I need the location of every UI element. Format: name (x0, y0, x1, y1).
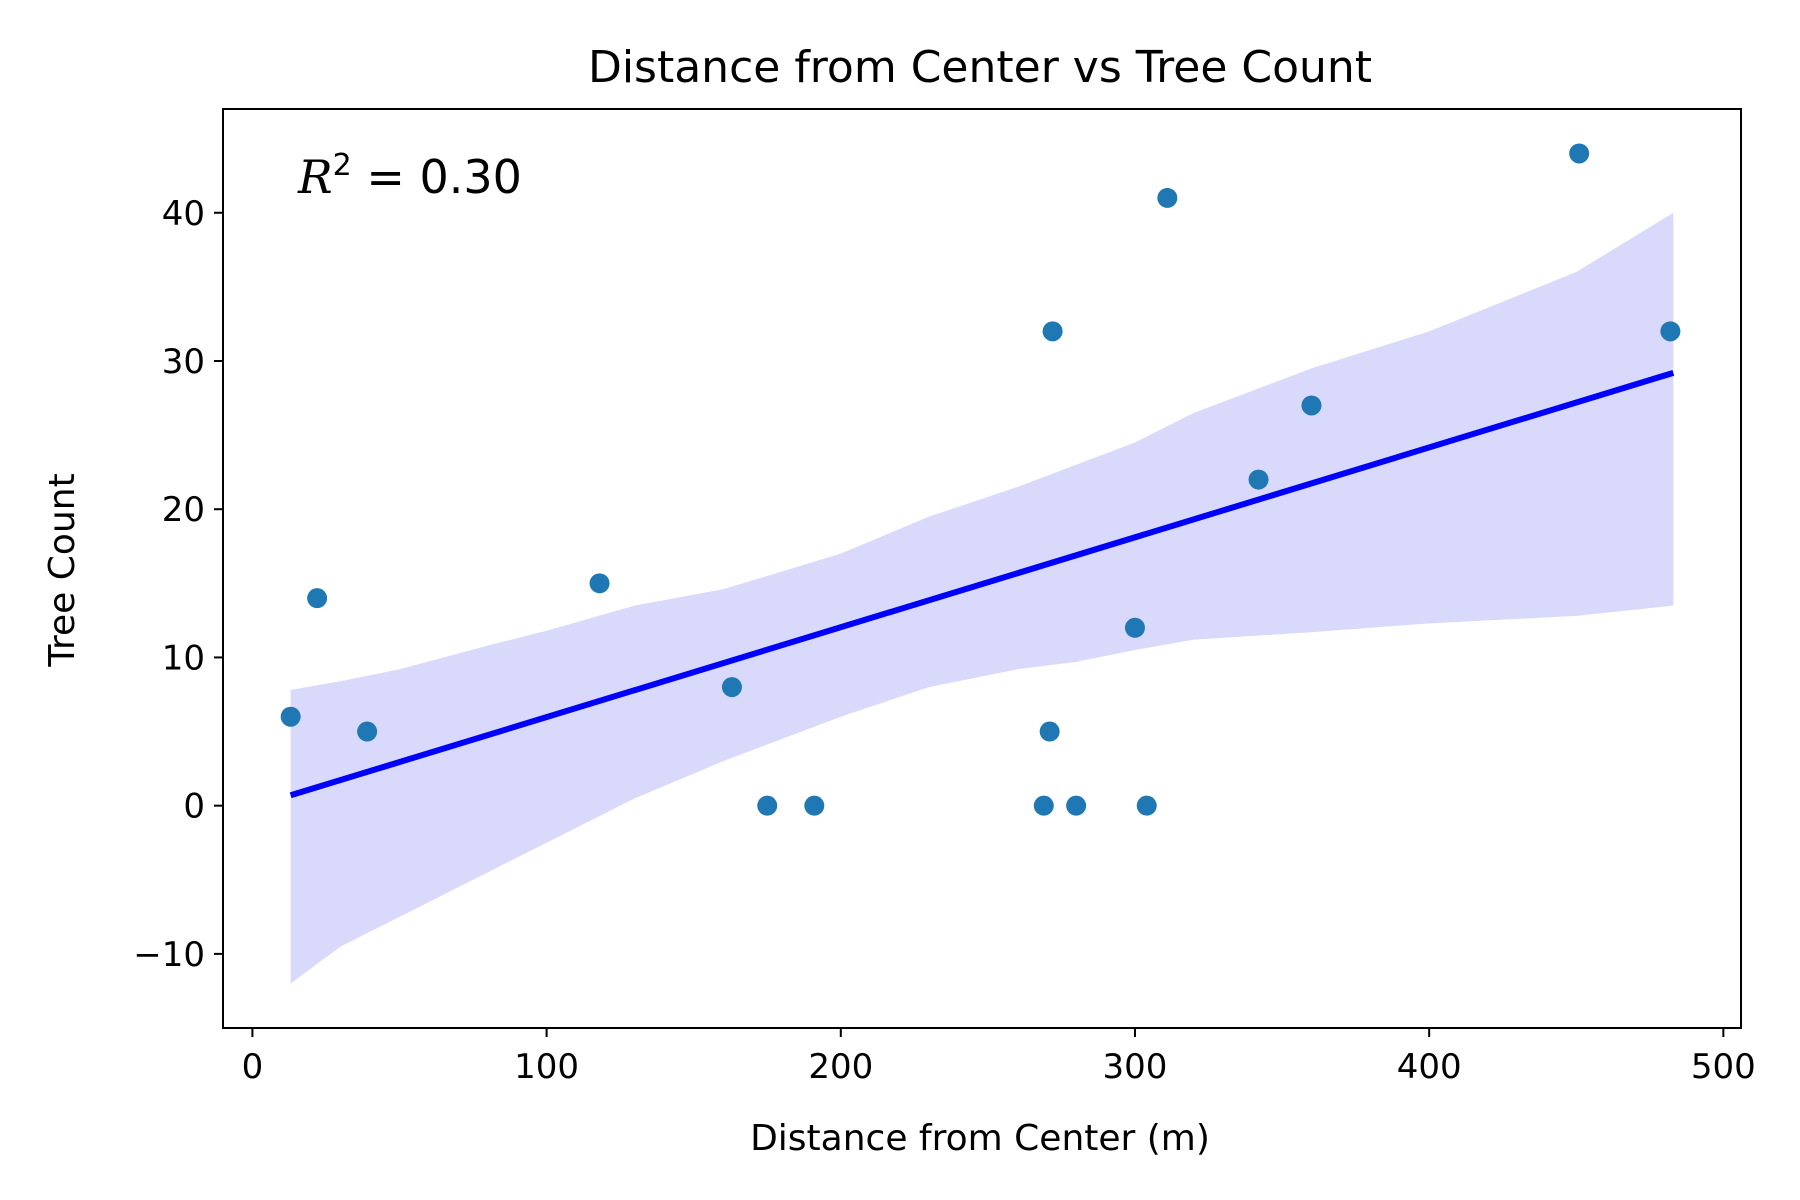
y-tick-label: −10 (133, 935, 205, 975)
data-point (1124, 617, 1145, 638)
y-tick-label: 40 (162, 194, 205, 234)
data-point (1157, 187, 1178, 208)
x-tick-label: 500 (1691, 1047, 1756, 1087)
r-squared-exponent: 2 (333, 148, 352, 183)
data-point (1066, 795, 1087, 816)
y-axis-ticks: −10 0 10 20 30 40 (133, 194, 223, 975)
x-tick-label: 0 (242, 1047, 264, 1087)
x-axis-ticks: 0 100 200 300 400 500 (242, 1028, 1756, 1087)
confidence-band (290, 212, 1674, 984)
data-point (1042, 321, 1063, 342)
data-point (804, 795, 825, 816)
regression-line (289, 369, 1675, 799)
data-point (1039, 721, 1060, 742)
y-tick-label: 20 (162, 490, 205, 530)
x-axis-label: Distance from Center (m) (750, 1118, 1210, 1159)
data-point (357, 721, 378, 742)
plot-area-frame (222, 108, 1742, 1029)
data-point (721, 677, 742, 698)
data-point (757, 795, 778, 816)
x-tick-label: 300 (1103, 1047, 1168, 1087)
y-axis-label: Tree Count (42, 473, 83, 667)
x-tick-label: 100 (514, 1047, 579, 1087)
x-tick-label: 200 (808, 1047, 873, 1087)
y-tick-label: 10 (162, 638, 205, 678)
data-point (280, 706, 301, 727)
chart-title: Distance from Center vs Tree Count (588, 42, 1372, 93)
data-point (589, 573, 610, 594)
r-squared-value: = 0.30 (352, 150, 522, 204)
data-point (1660, 321, 1681, 342)
data-point (1569, 143, 1590, 164)
y-tick-label: 30 (162, 342, 205, 382)
confidence-band-layer (290, 212, 1674, 984)
y-tick-label: 0 (183, 787, 205, 827)
scatter-points-layer (280, 143, 1681, 816)
r-squared-annotation: R2 = 0.30 (297, 148, 522, 204)
r-squared-symbol: R (297, 150, 333, 204)
data-point (1136, 795, 1157, 816)
data-point (307, 588, 328, 609)
data-point (1301, 395, 1322, 416)
data-point (1248, 469, 1269, 490)
x-tick-label: 400 (1397, 1047, 1462, 1087)
regression-line-layer (289, 369, 1675, 799)
data-point (1033, 795, 1054, 816)
